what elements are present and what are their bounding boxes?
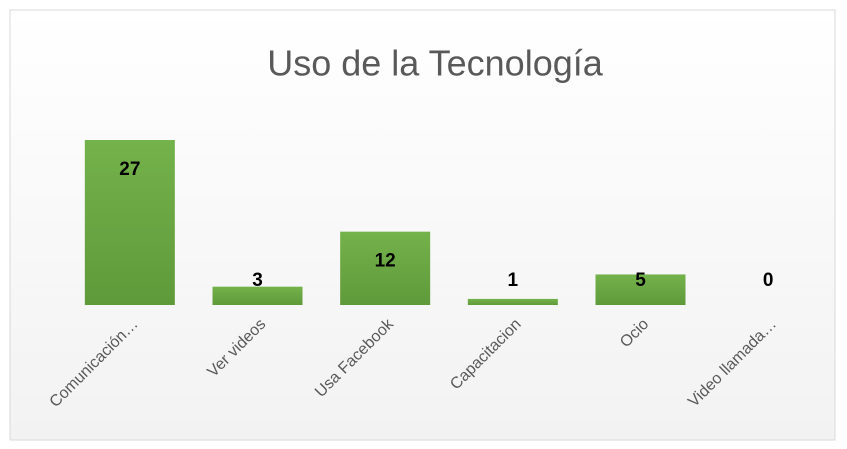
data-label: 0 xyxy=(763,270,774,291)
data-label: 12 xyxy=(375,251,396,272)
data-label: 5 xyxy=(635,270,646,291)
bar xyxy=(467,298,558,305)
data-label: 27 xyxy=(119,159,140,180)
bar xyxy=(212,286,303,305)
bar xyxy=(340,231,431,305)
bar xyxy=(595,274,686,305)
data-label: 3 xyxy=(252,270,263,291)
data-label: 1 xyxy=(508,270,519,291)
bar xyxy=(84,140,175,305)
chart-title: Uso de la Tecnología xyxy=(267,43,604,84)
